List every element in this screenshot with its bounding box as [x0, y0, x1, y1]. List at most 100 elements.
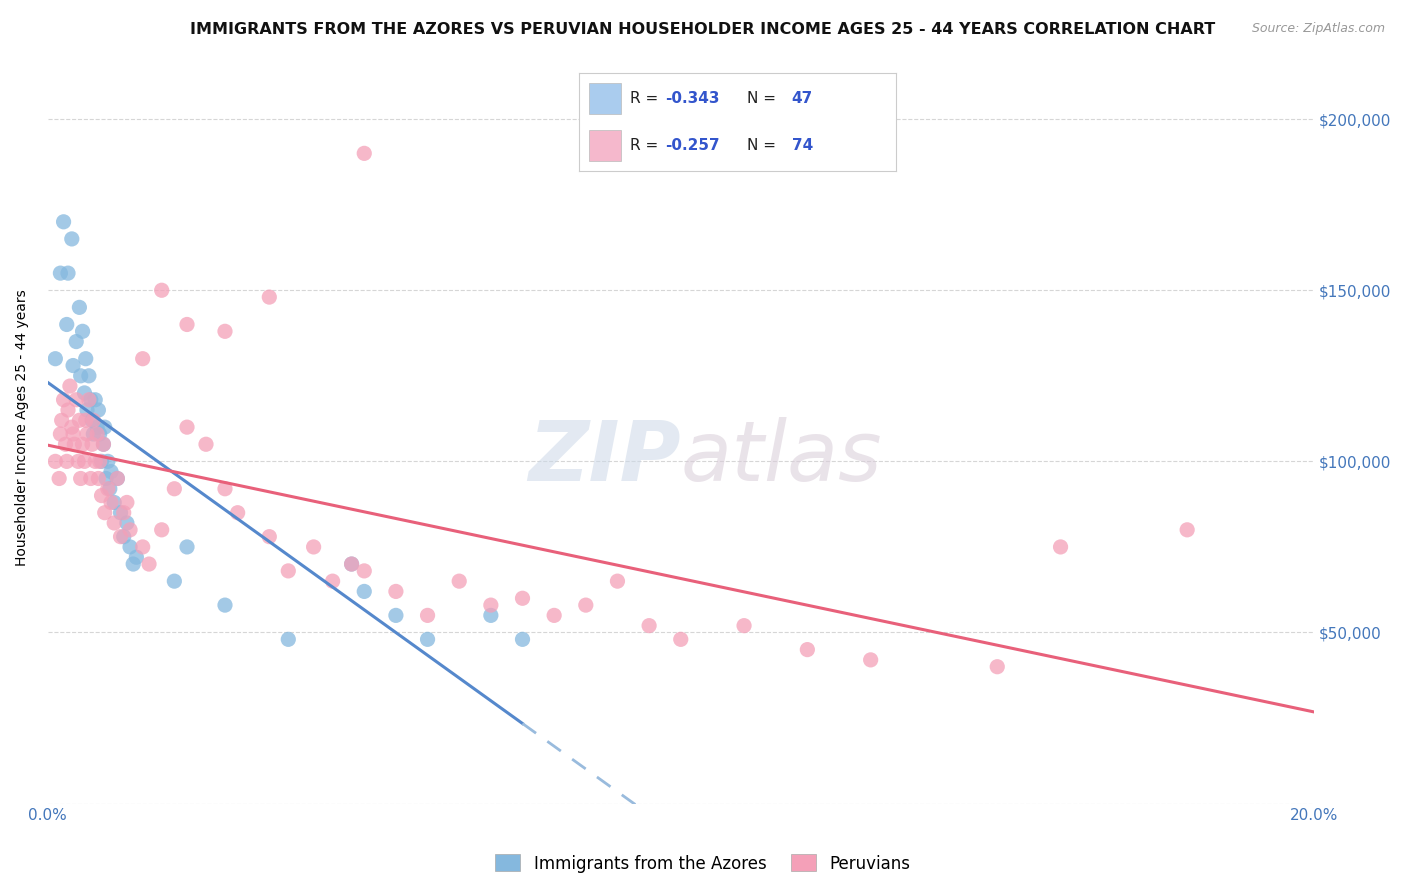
Point: [89, 454, 111, 468]
Point: [75, 413, 97, 427]
Point: [73, 385, 96, 400]
Point: [52, 215, 75, 229]
Point: [97, 454, 120, 468]
Point: [65, 392, 87, 407]
Point: [110, 530, 132, 544]
Point: [138, 557, 160, 571]
Point: [90, 489, 112, 503]
Point: [176, 318, 198, 332]
Point: [62, 359, 84, 373]
Point: [259, 530, 281, 544]
Point: [60, 232, 83, 246]
Point: [416, 632, 439, 647]
Point: [55, 437, 77, 451]
Text: Source: ZipAtlas.com: Source: ZipAtlas.com: [1251, 22, 1385, 36]
Text: ZIP: ZIP: [529, 417, 681, 498]
Point: [93, 420, 115, 434]
Point: [93, 437, 115, 451]
Point: [52, 392, 75, 407]
Point: [56, 266, 79, 280]
Point: [1049, 540, 1071, 554]
Point: [82, 427, 104, 442]
Point: [93, 437, 115, 451]
Point: [49, 427, 72, 442]
Point: [150, 283, 173, 297]
Point: [479, 608, 502, 623]
Text: atlas: atlas: [681, 417, 883, 498]
Point: [73, 454, 96, 468]
Point: [112, 506, 135, 520]
Point: [733, 618, 755, 632]
Point: [638, 618, 661, 632]
Point: [385, 608, 408, 623]
Point: [80, 471, 103, 485]
Point: [51, 413, 73, 427]
Point: [214, 324, 236, 338]
Point: [87, 403, 110, 417]
Point: [122, 557, 145, 571]
Point: [112, 530, 135, 544]
Point: [479, 598, 502, 612]
Point: [80, 437, 103, 451]
Point: [65, 334, 87, 349]
Point: [86, 427, 108, 442]
Point: [84, 454, 107, 468]
Point: [84, 392, 107, 407]
Point: [416, 608, 439, 623]
Point: [55, 318, 77, 332]
Point: [77, 392, 100, 407]
Point: [100, 465, 122, 479]
Point: [353, 584, 375, 599]
Point: [44, 351, 66, 366]
Point: [277, 632, 299, 647]
Point: [575, 598, 598, 612]
Point: [103, 516, 125, 530]
Point: [76, 403, 98, 417]
Point: [86, 420, 108, 434]
Point: [1175, 523, 1198, 537]
Text: IMMIGRANTS FROM THE AZORES VS PERUVIAN HOUSEHOLDER INCOME AGES 25 - 44 YEARS COR: IMMIGRANTS FROM THE AZORES VS PERUVIAN H…: [190, 22, 1216, 37]
Point: [512, 591, 534, 606]
Point: [67, 454, 90, 468]
Point: [669, 632, 692, 647]
Point: [115, 495, 138, 509]
Point: [214, 482, 236, 496]
Point: [48, 471, 70, 485]
Point: [59, 379, 82, 393]
Point: [55, 454, 77, 468]
Point: [449, 574, 471, 589]
Point: [90, 454, 112, 468]
Point: [93, 506, 115, 520]
Point: [60, 420, 83, 434]
Point: [163, 482, 186, 496]
Point: [195, 437, 218, 451]
Point: [543, 608, 565, 623]
Point: [72, 324, 94, 338]
Point: [214, 598, 236, 612]
Point: [115, 516, 138, 530]
Point: [89, 427, 111, 442]
Y-axis label: Householder Income Ages 25 - 44 years: Householder Income Ages 25 - 44 years: [15, 289, 30, 566]
Point: [118, 523, 141, 537]
Point: [67, 301, 90, 315]
Point: [49, 266, 72, 280]
Point: [125, 550, 148, 565]
Point: [131, 540, 153, 554]
Point: [76, 427, 98, 442]
Point: [75, 351, 97, 366]
Point: [340, 557, 363, 571]
Point: [176, 420, 198, 434]
Point: [105, 471, 128, 485]
Point: [385, 584, 408, 599]
Point: [69, 368, 91, 383]
Point: [150, 523, 173, 537]
Point: [72, 437, 94, 451]
Point: [98, 482, 121, 496]
Point: [110, 506, 132, 520]
Point: [80, 413, 103, 427]
Point: [97, 482, 120, 496]
Point: [87, 471, 110, 485]
Point: [796, 642, 818, 657]
Point: [118, 540, 141, 554]
Point: [226, 506, 249, 520]
